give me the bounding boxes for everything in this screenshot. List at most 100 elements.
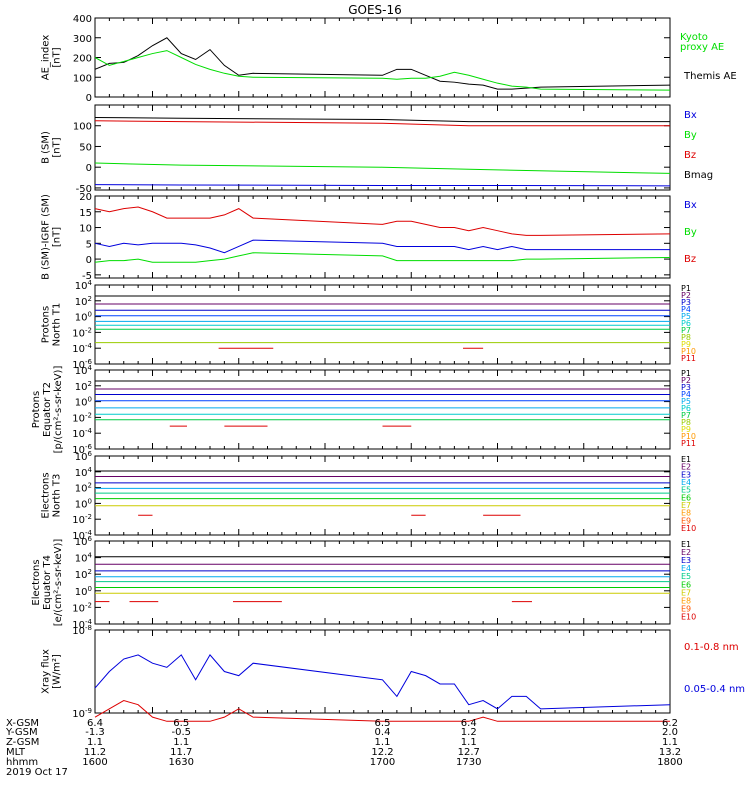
y-tick-label-exponent: -9 <box>85 707 92 715</box>
y-tick-label: 10-2 <box>72 411 92 424</box>
y-tick-label-exponent: -6 <box>85 443 93 451</box>
legend-bz: Bz <box>684 254 696 265</box>
y-tick-label-exponent: -2 <box>85 601 92 609</box>
legend-long-channel: 0.1-0.8 nm <box>684 642 739 653</box>
series-by <box>94 252 671 263</box>
panel-frame <box>94 104 671 191</box>
legend-bmag: Bmag <box>684 170 713 181</box>
y-tick-label-exponent: 4 <box>88 466 93 474</box>
y-tick-label: 0 <box>86 255 92 266</box>
channel-label-e4: E4 <box>681 564 691 573</box>
y-tick-label: 102 <box>75 482 92 495</box>
y-tick-label: 10-8 <box>72 624 92 637</box>
channel-label-e4: E4 <box>681 478 691 487</box>
channel-label-p6: P6 <box>681 319 691 328</box>
series-kyoto-proxy-ae <box>94 50 671 91</box>
channel-label-e7: E7 <box>681 501 691 510</box>
y-tick-label-exponent: 0 <box>88 311 92 319</box>
ephemeris-value: 2.0 <box>662 727 678 738</box>
y-tick-label: 106 <box>75 535 93 548</box>
y-tick-label-exponent: 2 <box>88 295 92 303</box>
ephemeris-row-label: Y-GSM <box>5 727 38 738</box>
ephemeris-value: 1.1 <box>662 737 678 748</box>
ephemeris-value: -1.3 <box>85 727 105 738</box>
channel-label-p6: P6 <box>681 404 691 413</box>
y-axis-label: [nT] <box>52 137 63 157</box>
channel-label-p11: P11 <box>681 354 696 363</box>
legend-bx: Bx <box>684 110 697 121</box>
channel-label-p7: P7 <box>681 326 691 335</box>
y-tick-label: 20 <box>79 192 92 203</box>
channel-label-p10: P10 <box>681 347 696 356</box>
ephemeris-value: 1700 <box>370 757 395 768</box>
y-tick-label: 102 <box>75 295 92 308</box>
channel-label-e3: E3 <box>681 556 691 565</box>
legend-themis-ae: Themis AE <box>683 71 737 82</box>
ephemeris-value: 6.4 <box>461 718 477 729</box>
channel-label-p10: P10 <box>681 432 696 441</box>
y-tick-label-exponent: 6 <box>88 450 93 458</box>
y-tick-label-exponent: -2 <box>85 411 92 419</box>
y-tick-label: 104 <box>75 279 93 292</box>
ephemeris-value: 6.5 <box>375 718 391 729</box>
channel-label-p11: P11 <box>681 439 696 448</box>
y-tick-label: 104 <box>75 552 93 565</box>
y-tick-label: 100 <box>75 585 92 598</box>
channel-label-e5: E5 <box>681 572 691 581</box>
ephemeris-value: 6.4 <box>87 718 103 729</box>
ephemeris-value: 1.1 <box>461 737 477 748</box>
y-axis-label: Protons <box>41 306 52 343</box>
ephemeris-row-label: MLT <box>6 747 26 758</box>
y-tick-label: 5 <box>86 239 92 250</box>
channel-label-p9: P9 <box>681 340 691 349</box>
series-bz <box>94 206 671 236</box>
y-tick-label-exponent: -6 <box>85 358 93 366</box>
y-tick-label: 10 <box>79 224 92 235</box>
channel-label-e8: E8 <box>681 596 691 605</box>
y-tick-label-exponent: 2 <box>88 380 92 388</box>
ephemeris-value: 1800 <box>657 757 682 768</box>
series-bmag <box>94 116 670 123</box>
channel-label-p5: P5 <box>681 397 691 406</box>
y-tick-label-exponent: -2 <box>85 513 92 521</box>
ephemeris-row-label: X-GSM <box>6 718 39 729</box>
y-tick-label-exponent: 0 <box>88 585 92 593</box>
y-tick-label-exponent: 4 <box>88 552 93 560</box>
y-axis-label: [p/(cm²-s-sr-keV)] <box>53 366 64 454</box>
panel-frame <box>94 284 671 365</box>
legend-bz: Bz <box>684 150 696 161</box>
ephemeris-value: 12.2 <box>371 747 393 758</box>
y-axis-label: North T1 <box>52 303 63 347</box>
y-axis-label: [nT] <box>52 47 63 67</box>
legend-by: By <box>684 227 697 238</box>
y-tick-label: 10-2 <box>72 326 92 339</box>
y-tick-label: 100 <box>75 497 92 510</box>
y-axis-label: [nT] <box>52 227 63 247</box>
channel-label-e1: E1 <box>681 455 691 464</box>
legend-bx: Bx <box>684 200 697 211</box>
y-tick-label-exponent: 2 <box>88 568 92 576</box>
channel-label-e7: E7 <box>681 588 691 597</box>
y-tick-label: 400 <box>73 14 92 25</box>
legend-proxy-ae: proxy AE <box>680 42 724 53</box>
channel-label-e2: E2 <box>681 463 691 472</box>
channel-label-p5: P5 <box>681 312 691 321</box>
y-tick-label-exponent: 0 <box>88 396 92 404</box>
ephemeris-row-label: hhmm <box>6 757 38 768</box>
panel-frame <box>94 369 671 450</box>
channel-label-p4: P4 <box>681 390 691 399</box>
legend-by: By <box>684 130 697 141</box>
channel-label-p8: P8 <box>681 418 691 427</box>
ephemeris-value: 0.4 <box>375 727 391 738</box>
ephemeris-value: 11.2 <box>84 747 106 758</box>
channel-label-e1: E1 <box>681 540 691 549</box>
y-tick-label-exponent: 4 <box>88 279 93 287</box>
ephemeris-value: 1.1 <box>87 737 103 748</box>
y-axis-label: Equator T2 <box>42 382 53 437</box>
